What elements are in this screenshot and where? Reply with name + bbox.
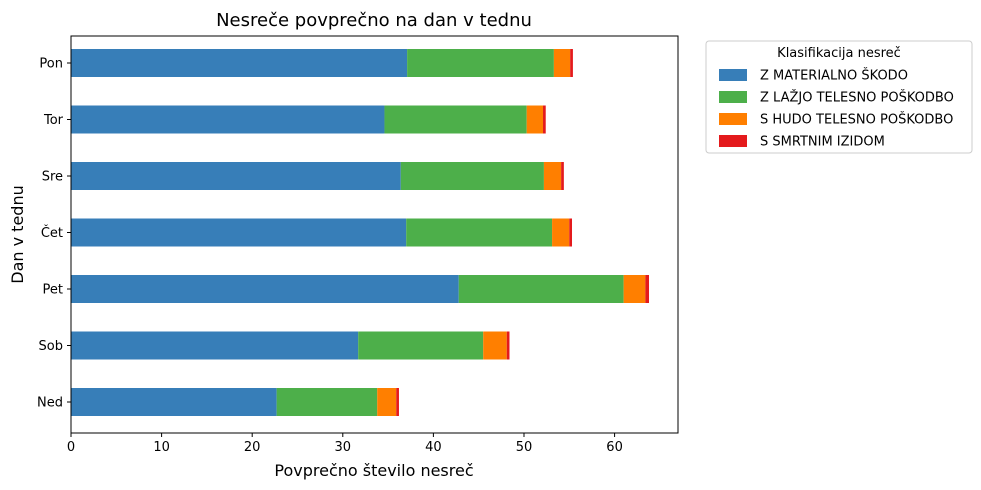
bar-tor-series-4 xyxy=(543,105,546,134)
legend: Klasifikacija nesreč Z MATERIALNO ŠKODO Z… xyxy=(705,40,973,154)
y-axis-ticks: Pon Tor Sre Čet Pet Sob Ned xyxy=(37,57,71,411)
bar-tor-series-2 xyxy=(384,105,527,134)
bar-sob-series-4 xyxy=(506,331,510,360)
bar-pon-series-3 xyxy=(553,49,571,77)
bar-tor-series-1 xyxy=(71,105,385,134)
y-tick-label: Pet xyxy=(43,283,63,298)
legend-swatch-4 xyxy=(719,135,747,147)
bar-pon-series-2 xyxy=(407,49,554,77)
x-tick-label: 30 xyxy=(335,440,352,455)
bar-sob-series-1 xyxy=(71,331,359,360)
legend-label-2: Z LAŽJO TELESNO POŠKODBO xyxy=(760,90,954,106)
bar-cet-series-2 xyxy=(406,218,553,247)
x-tick-label: 50 xyxy=(516,440,533,455)
bar-pet-series-2 xyxy=(458,275,624,303)
bar-pet-series-4 xyxy=(645,275,650,303)
bar-ned-series-1 xyxy=(71,388,277,416)
bar-ned-series-3 xyxy=(377,388,397,416)
y-tick-label: Tor xyxy=(43,113,64,128)
bars-group xyxy=(71,49,650,416)
legend-label-1: Z MATERIALNO ŠKODO xyxy=(760,68,908,84)
bar-cet-series-4 xyxy=(569,218,573,247)
y-tick-label: Ned xyxy=(37,396,63,411)
x-tick-label: 0 xyxy=(67,440,75,455)
y-tick-label: Sob xyxy=(39,339,63,354)
bar-sob-series-3 xyxy=(483,331,507,360)
bar-pet-series-1 xyxy=(71,275,459,303)
x-tick-label: 40 xyxy=(425,440,442,455)
legend-frame xyxy=(705,40,973,154)
plot-frame xyxy=(70,35,679,434)
bar-sre-series-1 xyxy=(71,162,401,190)
bar-pet-series-3 xyxy=(623,275,646,303)
legend-swatch-2 xyxy=(719,91,747,103)
bar-sre-series-2 xyxy=(400,162,544,190)
legend-swatch-3 xyxy=(719,113,747,125)
legend-swatch-1 xyxy=(719,69,747,81)
bar-sre-series-3 xyxy=(543,162,562,190)
bar-cet-series-1 xyxy=(71,218,407,247)
y-tick-label: Pon xyxy=(39,57,63,72)
bar-ned-series-4 xyxy=(396,388,399,416)
legend-title: Klasifikacija nesreč xyxy=(777,46,901,61)
chart-title: Nesreče povprečno na dan v tednu xyxy=(216,10,532,31)
bar-pon-series-1 xyxy=(71,49,408,77)
bar-sob-series-2 xyxy=(358,331,484,360)
legend-label-3: S HUDO TELESNO POŠKODBO xyxy=(760,112,953,128)
x-axis-ticks: 0 10 20 30 40 50 60 xyxy=(67,433,623,455)
y-axis-label: Dan v tednu xyxy=(8,185,27,283)
x-tick-label: 20 xyxy=(244,440,261,455)
bar-cet-series-3 xyxy=(552,218,570,247)
y-tick-label: Sre xyxy=(42,170,63,185)
x-axis-label: Povprečno število nesreč xyxy=(274,461,473,480)
bar-tor-series-3 xyxy=(526,105,544,134)
x-tick-label: 60 xyxy=(606,440,623,455)
bar-pon-series-4 xyxy=(570,49,573,77)
y-tick-label: Čet xyxy=(41,225,63,241)
bar-sre-series-4 xyxy=(561,162,564,190)
x-tick-label: 10 xyxy=(153,440,170,455)
bar-ned-series-2 xyxy=(276,388,378,416)
legend-label-4: S SMRTNIM IZIDOM xyxy=(760,135,885,150)
